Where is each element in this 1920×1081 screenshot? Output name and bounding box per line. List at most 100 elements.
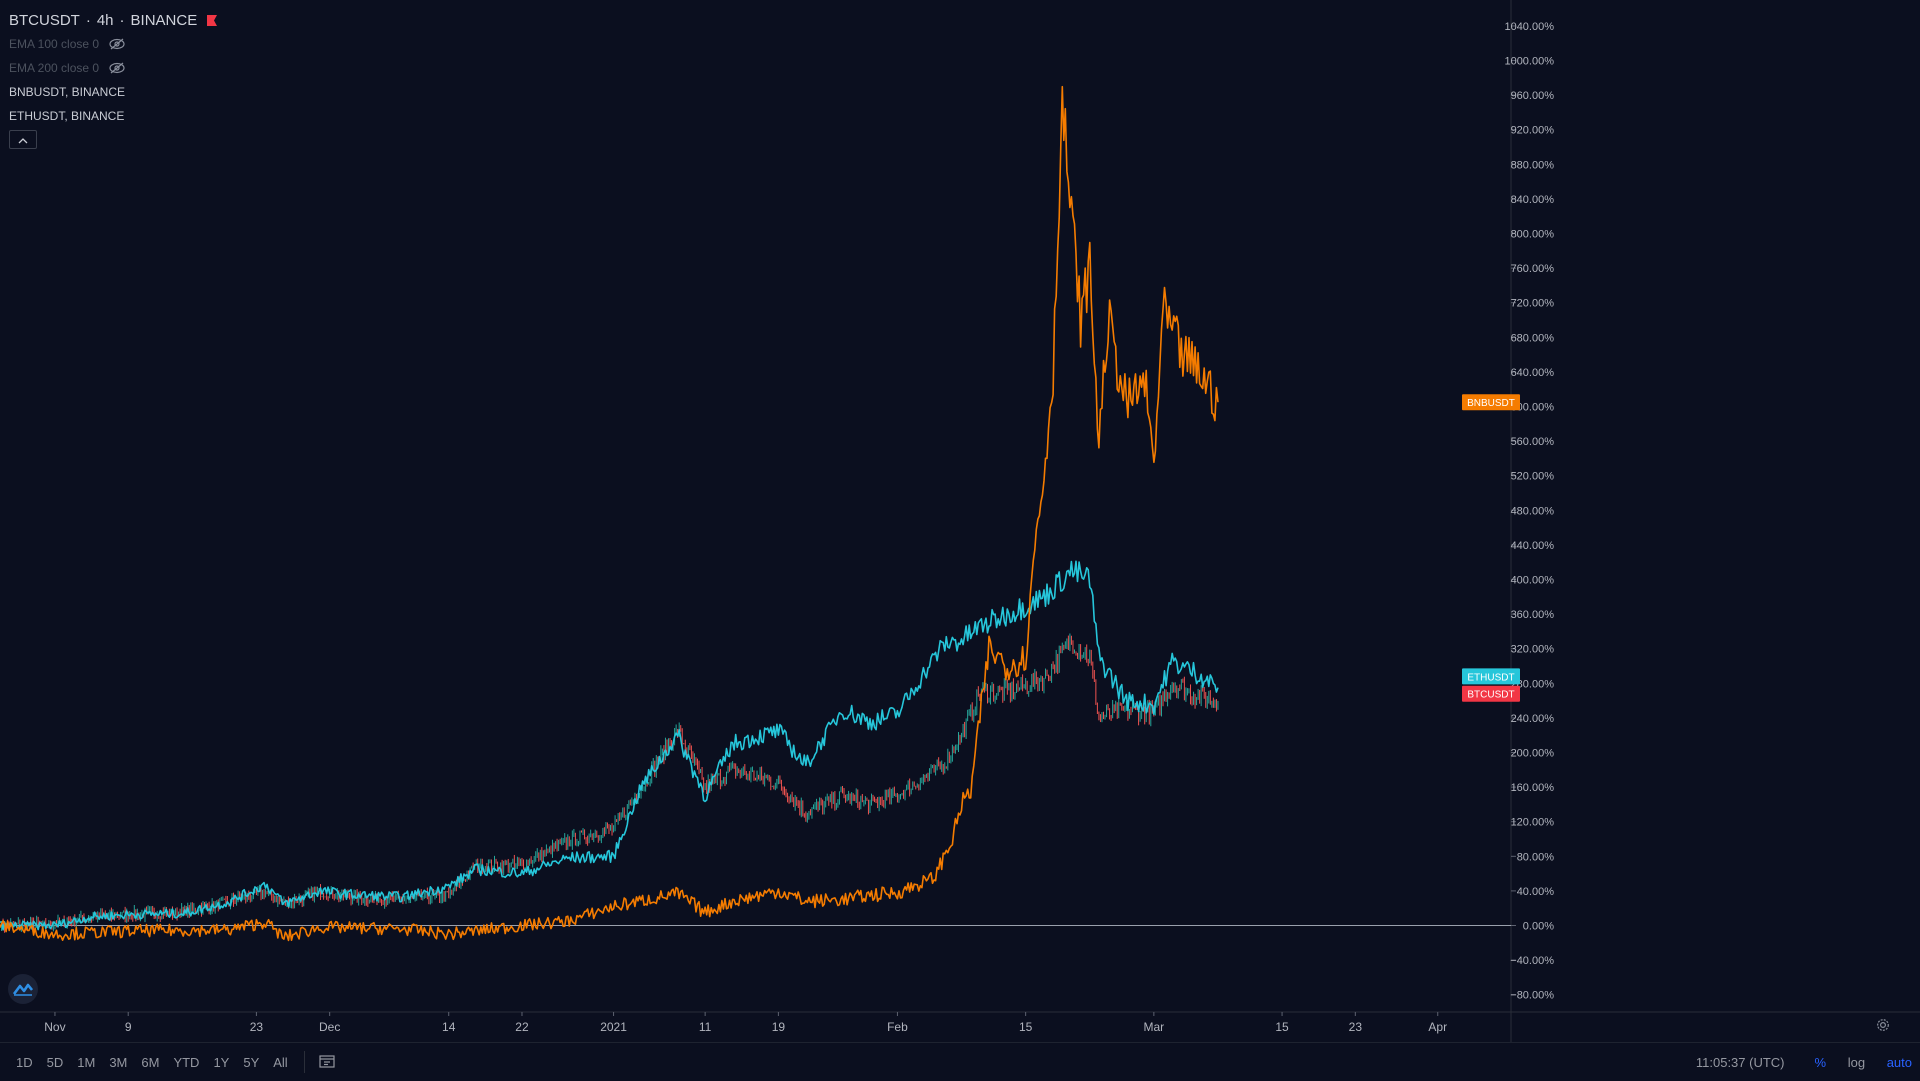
x-tick-label: 9 [125, 1020, 132, 1034]
y-tick-label: 440.00% [1511, 540, 1555, 552]
y-tick-label: 160.00% [1511, 782, 1555, 794]
y-tick-label: 0.00% [1523, 921, 1554, 933]
clock-display[interactable]: 11:05:37 (UTC) [1695, 1054, 1785, 1070]
range-button-ytd[interactable]: YTD [173, 1054, 200, 1070]
range-button-6m[interactable]: 6M [141, 1054, 160, 1070]
y-tick-label: 920.00% [1511, 125, 1555, 137]
legend: BTCUSDT · 4h · BINANCE EMA 100 close 0 E… [9, 8, 218, 149]
range-button-5y[interactable]: 5Y [243, 1054, 260, 1070]
y-tick-label: 720.00% [1511, 298, 1555, 310]
x-tick-label: Mar [1144, 1020, 1165, 1034]
y-tick-label: 880.00% [1511, 159, 1555, 171]
scale-options: % log auto [1815, 1055, 1920, 1070]
y-tick-label: 760.00% [1511, 263, 1555, 275]
x-tick-label: 15 [1275, 1020, 1289, 1034]
log-scale-toggle[interactable]: log [1847, 1054, 1866, 1070]
y-tick-label: −40.00% [1510, 955, 1554, 967]
calendar-icon[interactable] [319, 1054, 335, 1071]
last-value-label-ethusdt: ETHUSDT [1462, 668, 1520, 685]
toolbar-divider [303, 1051, 305, 1073]
auto-scale-toggle[interactable]: auto [1886, 1054, 1912, 1070]
range-button-1m[interactable]: 1M [77, 1054, 96, 1070]
legend-collapse-button[interactable] [9, 130, 37, 149]
y-tick-label: 520.00% [1511, 471, 1555, 483]
legend-main[interactable]: BTCUSDT · 4h · BINANCE [9, 8, 218, 32]
series-btcusdt-candles [1, 633, 1219, 933]
range-button-1d[interactable]: 1D [16, 1054, 33, 1070]
series-bnbusdt-line [0, 85, 1219, 942]
x-tick-label: Apr [1428, 1020, 1447, 1034]
range-button-5d[interactable]: 5D [46, 1054, 64, 1070]
legend-symbol: BTCUSDT [9, 11, 80, 29]
percent-scale-toggle[interactable]: % [1814, 1054, 1827, 1070]
indicator-ema-100[interactable]: EMA 100 close 0 [9, 32, 217, 56]
chart-frame [0, 0, 1920, 1042]
y-tick-label: 560.00% [1511, 436, 1555, 448]
flag-icon[interactable] [207, 14, 218, 26]
legend-dot: · [119, 11, 125, 29]
bottom-toolbar: 1D 5D 1M 3M 6M YTD 1Y 5Y All 11:05:37 (U… [0, 1042, 1920, 1081]
axis-layer: 1040.00% 1000.00% 960.00% 920.00% 880.00% 840… [44, 21, 1554, 1034]
y-tick-label: 640.00% [1511, 367, 1555, 379]
y-tick-label: 1000.00% [1504, 56, 1554, 68]
last-value-label-btcusdt: BTCUSDT [1462, 685, 1520, 702]
gear-icon[interactable] [1876, 1018, 1890, 1037]
indicator-label: EMA 100 close 0 [9, 37, 100, 51]
last-value-badge [1462, 668, 1520, 685]
y-tick-label: 120.00% [1511, 817, 1555, 829]
y-tick-label: 240.00% [1511, 713, 1555, 725]
last-value-label-bnbusdt: BNBUSDT [1462, 394, 1520, 411]
x-tick-label: 15 [1019, 1020, 1033, 1034]
legend-exchange: BINANCE [130, 11, 198, 29]
y-tick-label: 320.00% [1511, 644, 1555, 656]
y-tick-label: 200.00% [1511, 748, 1555, 760]
y-tick-label: 80.00% [1517, 851, 1555, 863]
y-tick-label: 840.00% [1511, 194, 1555, 206]
x-tick-label: Feb [887, 1020, 908, 1034]
range-button-1y[interactable]: 1Y [213, 1054, 230, 1070]
x-tick-label: 11 [699, 1020, 712, 1034]
eye-crossed-icon[interactable] [109, 62, 125, 74]
y-tick-label: 400.00% [1511, 575, 1555, 587]
indicator-ema-200[interactable]: EMA 200 close 0 [9, 56, 217, 80]
x-tick-label: 2021 [600, 1020, 627, 1034]
chevron-up-icon [18, 133, 28, 147]
legend-dot: · [85, 11, 91, 29]
eye-crossed-icon[interactable] [109, 38, 125, 50]
indicator-label: EMA 200 close 0 [9, 61, 100, 75]
compare-symbol-bnb[interactable]: BNBUSDT, BINANCE [9, 80, 217, 104]
x-tick-label: Dec [319, 1020, 340, 1034]
last-value-badge [1462, 394, 1520, 411]
x-tick-label: 23 [1349, 1020, 1363, 1034]
range-button-all[interactable]: All [273, 1054, 288, 1070]
y-tick-label: 40.00% [1517, 886, 1555, 898]
x-tick-label: Nov [44, 1020, 65, 1034]
last-value-text: BNBUSDT [1467, 398, 1515, 409]
compare-symbol-eth[interactable]: ETHUSDT, BINANCE [9, 104, 217, 128]
legend-interval: 4h [96, 11, 114, 29]
range-button-3m[interactable]: 3M [109, 1054, 128, 1070]
last-value-text: BTCUSDT [1467, 690, 1514, 701]
y-tick-label: −80.00% [1510, 990, 1554, 1002]
last-value-text: ETHUSDT [1467, 672, 1514, 683]
y-tick-label: 800.00% [1511, 229, 1555, 241]
series-layer [0, 85, 1219, 942]
y-tick-label: 600.00% [1511, 402, 1555, 414]
date-range-buttons: 1D 5D 1M 3M 6M YTD 1Y 5Y All [10, 1055, 296, 1070]
y-tick-label: 360.00% [1511, 609, 1555, 621]
x-tick-label: 14 [442, 1020, 456, 1034]
y-tick-label: 1040.00% [1504, 21, 1554, 33]
y-tick-label: 960.00% [1511, 90, 1555, 102]
tradingview-logo-icon[interactable] [8, 974, 38, 1004]
y-tick-label: 280.00% [1511, 678, 1555, 690]
last-value-badge [1462, 685, 1520, 702]
y-tick-label: 480.00% [1511, 505, 1555, 517]
x-tick-label: 19 [772, 1020, 786, 1034]
y-tick-label: 680.00% [1511, 332, 1555, 344]
x-tick-label: 23 [250, 1020, 264, 1034]
x-tick-label: 22 [515, 1020, 529, 1034]
compare-symbol-label: ETHUSDT, BINANCE [9, 109, 125, 123]
compare-symbol-label: BNBUSDT, BINANCE [9, 85, 126, 99]
series-ethusdt-line [0, 560, 1219, 931]
